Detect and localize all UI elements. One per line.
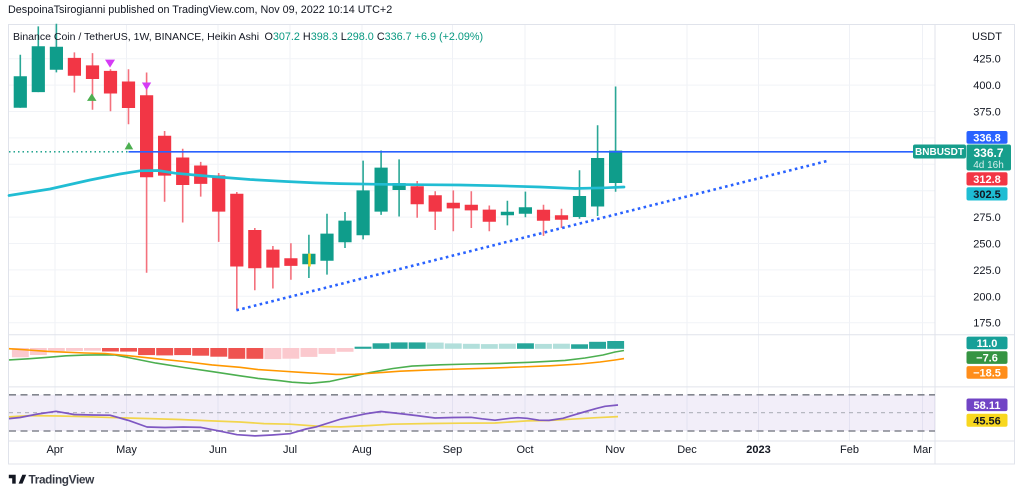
svg-text:May: May [116, 444, 137, 456]
svg-text:TradingView: TradingView [29, 473, 96, 487]
svg-text:Feb: Feb [840, 444, 859, 456]
svg-text:O307.2 H398.3 L298.0 C336.7 +6: O307.2 H398.3 L298.0 C336.7 +6.9 (+2.09%… [265, 31, 484, 43]
svg-text:400.0: 400.0 [973, 80, 1001, 92]
svg-text:USDT: USDT [972, 31, 1002, 43]
svg-text:−18.5: −18.5 [973, 367, 1001, 379]
svg-text:200.0: 200.0 [973, 291, 1001, 303]
svg-text:58.11: 58.11 [974, 400, 1001, 412]
svg-text:336.8: 336.8 [973, 132, 1001, 144]
svg-text:Mar: Mar [913, 444, 932, 456]
svg-text:45.56: 45.56 [973, 415, 1001, 427]
svg-text:275.0: 275.0 [973, 212, 1001, 224]
svg-text:375.0: 375.0 [973, 106, 1001, 118]
svg-text:Aug: Aug [352, 444, 372, 456]
svg-text:Nov: Nov [605, 444, 625, 456]
svg-text:Jun: Jun [209, 444, 227, 456]
svg-text:Sep: Sep [443, 444, 463, 456]
svg-text:2023: 2023 [746, 444, 770, 456]
svg-text:4d 16h: 4d 16h [973, 160, 1004, 171]
svg-text:336.7: 336.7 [973, 146, 1003, 160]
svg-text:175.0: 175.0 [973, 318, 1001, 330]
svg-text:302.5: 302.5 [973, 189, 1001, 201]
svg-text:225.0: 225.0 [973, 265, 1001, 277]
svg-text:BNBUSDT: BNBUSDT [915, 147, 964, 158]
svg-text:Jul: Jul [283, 444, 297, 456]
svg-text:−7.6: −7.6 [976, 353, 998, 365]
svg-text:Dec: Dec [677, 444, 697, 456]
svg-text:250.0: 250.0 [973, 239, 1001, 251]
svg-text:11.0: 11.0 [977, 338, 998, 350]
svg-text:425.0: 425.0 [973, 54, 1001, 66]
svg-text:Oct: Oct [516, 444, 533, 456]
svg-text:312.8: 312.8 [973, 174, 1001, 186]
svg-text:DespoinaTsirogianni published: DespoinaTsirogianni published on Trading… [8, 4, 392, 16]
svg-text:Binance Coin / TetherUS, 1W, B: Binance Coin / TetherUS, 1W, BINANCE, He… [13, 31, 259, 43]
svg-text:Apr: Apr [46, 444, 63, 456]
